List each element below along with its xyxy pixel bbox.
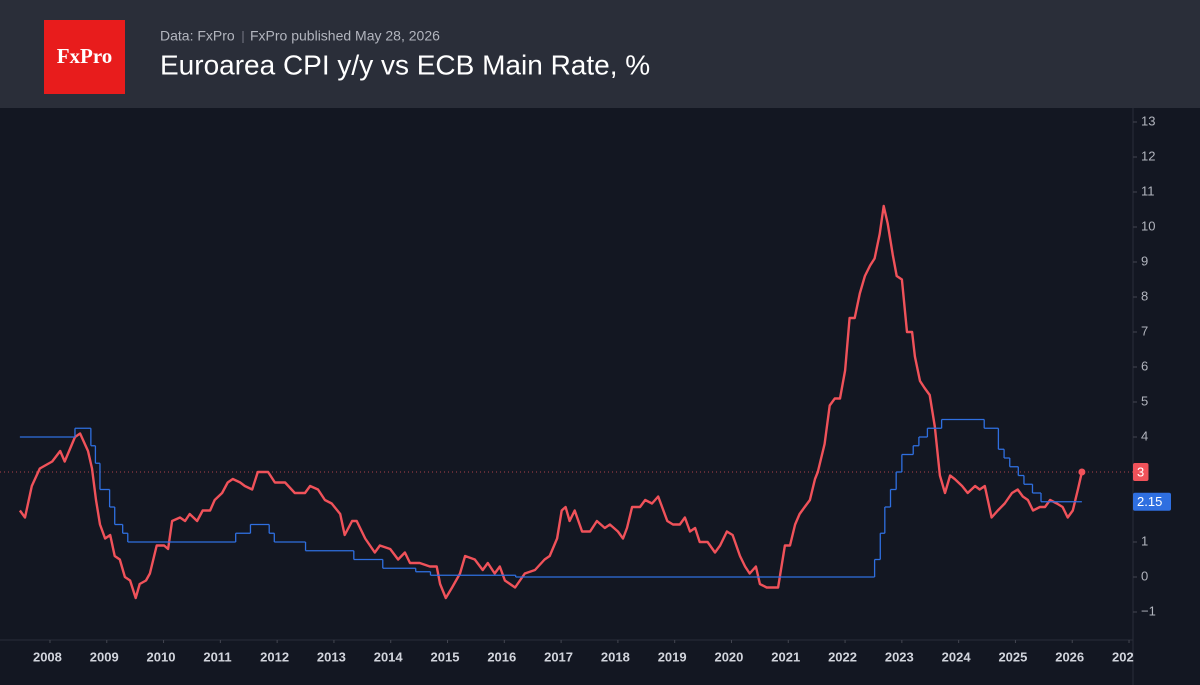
x-tick-label: 2016 xyxy=(487,649,516,664)
y-tick-label: 8 xyxy=(1141,288,1148,303)
x-tick-label: 2023 xyxy=(885,649,914,664)
x-tick-label: 2018 xyxy=(601,649,630,664)
y-tick-label: 13 xyxy=(1141,113,1155,128)
y-tick-label: −1 xyxy=(1141,603,1156,618)
y-tick-label: 11 xyxy=(1141,183,1155,198)
x-tick-label: 2015 xyxy=(431,649,460,664)
x-tick-label: 2014 xyxy=(374,649,404,664)
x-tick-label: 2025 xyxy=(998,649,1027,664)
source: Data: FxPro xyxy=(160,28,235,44)
logo-text: FxPro xyxy=(57,44,113,68)
end-label-box xyxy=(1133,492,1171,511)
x-tick-label: 2008 xyxy=(33,649,62,664)
line xyxy=(18,204,1084,600)
logo-box xyxy=(44,20,125,94)
end-dot xyxy=(1078,468,1086,476)
x-tick-label: 2021 xyxy=(771,649,800,664)
x-tick-label: 2019 xyxy=(658,649,687,664)
header-band xyxy=(0,0,1200,108)
y-tick-label: 6 xyxy=(1141,358,1148,373)
end-label: 2.15 xyxy=(1137,494,1162,509)
x-tick-label: 2009 xyxy=(90,649,119,664)
y-tick-label: 0 xyxy=(1141,568,1148,583)
end-label: 3 xyxy=(1137,464,1144,479)
x-tick-label: 2012 xyxy=(260,649,289,664)
end-label-box xyxy=(1133,463,1149,481)
x-tick-label: 2020 xyxy=(714,649,743,664)
x-tick-label: 2024 xyxy=(942,649,972,664)
y-tick-label: 10 xyxy=(1141,218,1155,233)
chart-title: Euroarea CPI y/y vs ECB Main Rate, % xyxy=(160,49,650,80)
x-tick-label: 202 xyxy=(1112,649,1134,664)
x-tick-label: 2013 xyxy=(317,649,346,664)
y-tick-label: 12 xyxy=(1141,148,1155,163)
y-tick-label: 7 xyxy=(1141,323,1148,338)
x-tick-label: 2010 xyxy=(147,649,176,664)
y-tick-label: 4 xyxy=(1141,428,1148,443)
step-riser xyxy=(74,419,1042,577)
y-tick-label: 1 xyxy=(1141,533,1148,548)
y-tick-label: 9 xyxy=(1141,253,1148,268)
y-tick-label: 5 xyxy=(1141,393,1148,408)
x-tick-label: 2022 xyxy=(828,649,857,664)
x-tick-label: 2026 xyxy=(1055,649,1084,664)
published: FxPro published May 28, 2026 xyxy=(250,28,440,44)
x-tick-label: 2011 xyxy=(203,649,231,664)
x-tick-label: 2017 xyxy=(544,649,573,664)
